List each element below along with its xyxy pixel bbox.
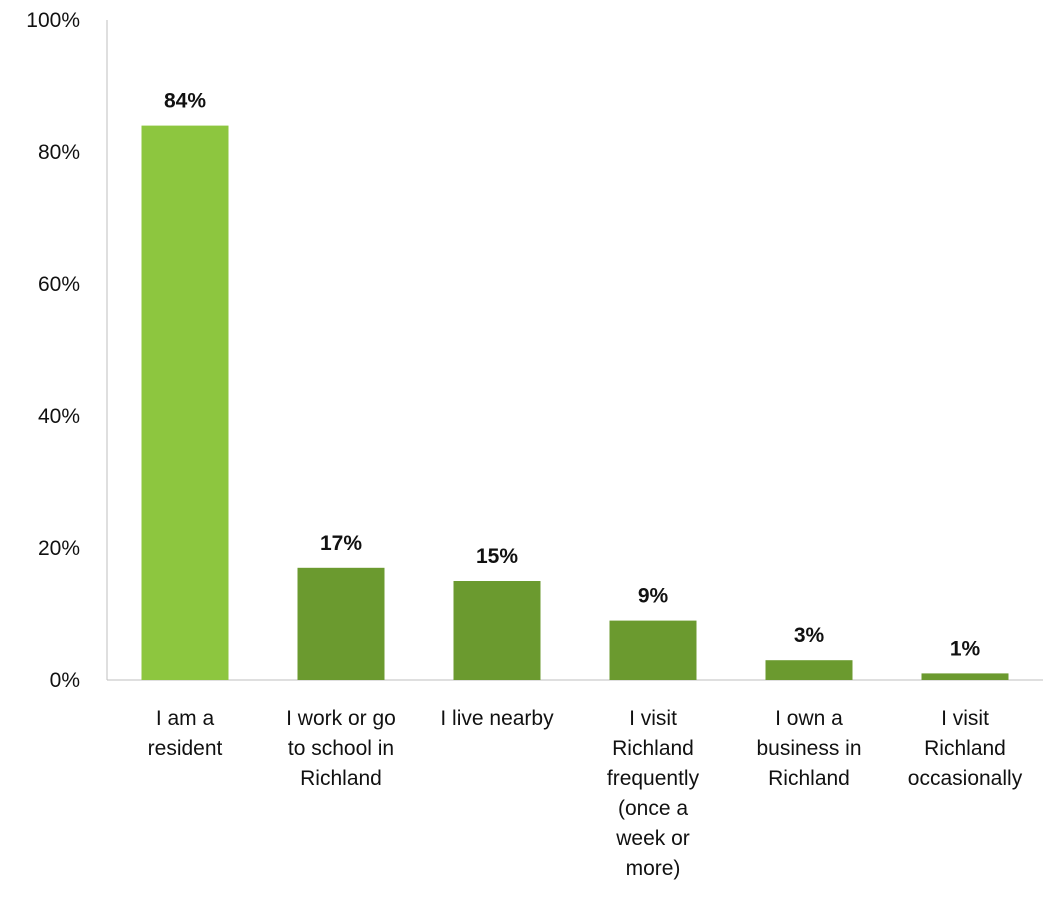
- x-tick-label-line: Richland: [612, 737, 694, 760]
- axes: [106, 20, 1043, 681]
- x-axis-category-labels: I am a resident I work or go to school in Ri…: [148, 707, 1023, 880]
- x-tick-label-line: resident: [148, 737, 223, 760]
- x-tick-label-line: week or: [615, 827, 690, 850]
- data-label: 3%: [794, 624, 825, 647]
- bar: [297, 567, 385, 680]
- x-tick-label-line: more): [626, 857, 681, 880]
- x-tick-label-line: I visit: [941, 707, 989, 730]
- data-label: 9%: [638, 585, 669, 608]
- bar: [141, 125, 229, 681]
- x-tick-label-line: Richland: [768, 767, 850, 790]
- x-tick-label-line: I visit: [629, 707, 677, 730]
- x-tick-label-line: business in: [756, 737, 861, 760]
- x-tick-label-line: Richland: [924, 737, 1006, 760]
- x-tick-label: I work or go to school in Richland: [286, 707, 396, 790]
- data-label: 17%: [320, 532, 362, 555]
- data-label: 15%: [476, 545, 518, 568]
- x-tick-label-line: I live nearby: [440, 707, 554, 730]
- y-tick-label: 100%: [26, 9, 80, 32]
- data-label: 1%: [950, 637, 981, 660]
- bars: [141, 125, 1009, 681]
- y-tick-label: 40%: [38, 405, 80, 428]
- x-tick-label: I own a business in Richland: [756, 707, 861, 790]
- y-tick-label: 20%: [38, 537, 80, 560]
- x-tick-label-line: to school in: [288, 737, 394, 760]
- bar: [765, 660, 853, 680]
- bar: [921, 673, 1009, 680]
- x-tick-label-line: Richland: [300, 767, 382, 790]
- x-tick-label-line: I own a: [775, 707, 843, 730]
- x-tick-label: I live nearby: [440, 707, 554, 730]
- x-tick-label-line: I am a: [156, 707, 215, 730]
- y-axis-tick-labels: 0% 20% 40% 60% 80% 100%: [26, 9, 80, 692]
- data-label: 84%: [164, 90, 206, 113]
- x-tick-label-line: occasionally: [908, 767, 1023, 790]
- x-tick-label-line: (once a: [618, 797, 688, 820]
- x-tick-label: I am a resident: [148, 707, 223, 760]
- bar: [609, 620, 697, 680]
- y-tick-label: 60%: [38, 273, 80, 296]
- x-tick-label: I visit Richland frequently (once a week or m…: [607, 707, 700, 880]
- y-tick-label: 0%: [50, 669, 80, 692]
- x-tick-label: I visit Richland occasionally: [908, 707, 1023, 790]
- y-tick-label: 80%: [38, 141, 80, 164]
- x-tick-label-line: frequently: [607, 767, 700, 790]
- bar: [453, 581, 541, 680]
- x-tick-label-line: I work or go: [286, 707, 396, 730]
- data-labels: 84% 17% 15% 9% 3% 1%: [164, 90, 981, 661]
